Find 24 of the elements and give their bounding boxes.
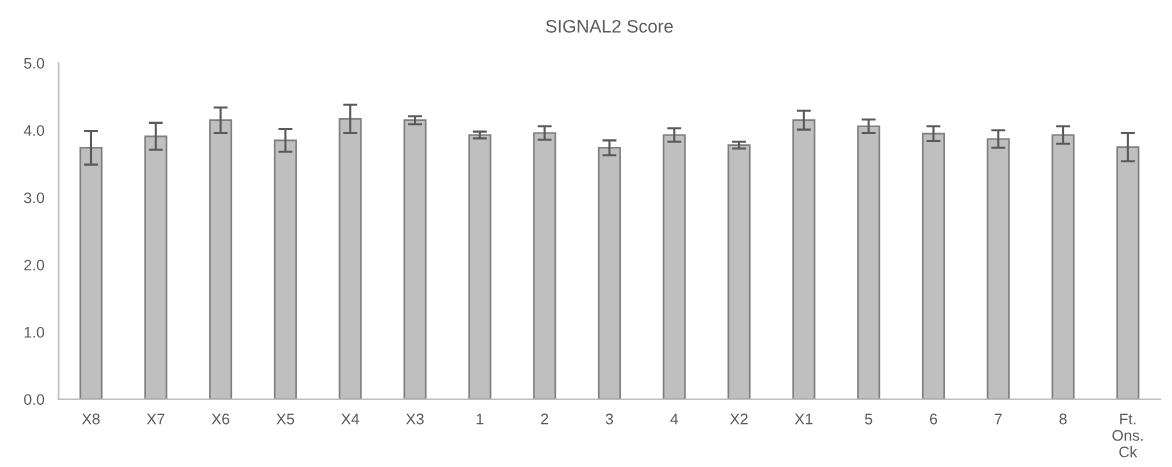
y-tick-label: 1.0 (24, 326, 45, 338)
x-tick-label: X6 (211, 413, 230, 425)
x-tick-label: 6 (929, 413, 938, 425)
x-tick-label: X2 (730, 413, 748, 425)
x-tick-label: X8 (82, 413, 100, 425)
x-tick-label: X7 (146, 413, 165, 425)
x-tick-label: X3 (406, 413, 424, 425)
x-tick-label: 7 (994, 413, 1002, 425)
y-tick-label: 5.0 (24, 57, 45, 69)
y-tick-label: 3.0 (24, 192, 45, 204)
x-tick-label: 1 (476, 413, 484, 425)
x-tick-label: X4 (341, 413, 360, 425)
x-tick-label: 4 (670, 413, 679, 425)
chart-title: SIGNAL2 Score (546, 19, 673, 33)
x-tick-label: 3 (605, 413, 614, 425)
x-tick-label: 8 (1059, 413, 1067, 425)
x-tick-label: 5 (865, 413, 873, 425)
y-tick-label: 4.0 (23, 125, 45, 136)
x-tick-label: Ft. Ons. Ck (1112, 413, 1143, 458)
x-tick-label: 2 (541, 413, 549, 425)
x-tick-label: X1 (794, 413, 813, 425)
x-tick-label: X5 (276, 413, 295, 425)
y-tick-label: 2.0 (24, 259, 45, 271)
y-tick-label: 0.0 (24, 394, 45, 405)
